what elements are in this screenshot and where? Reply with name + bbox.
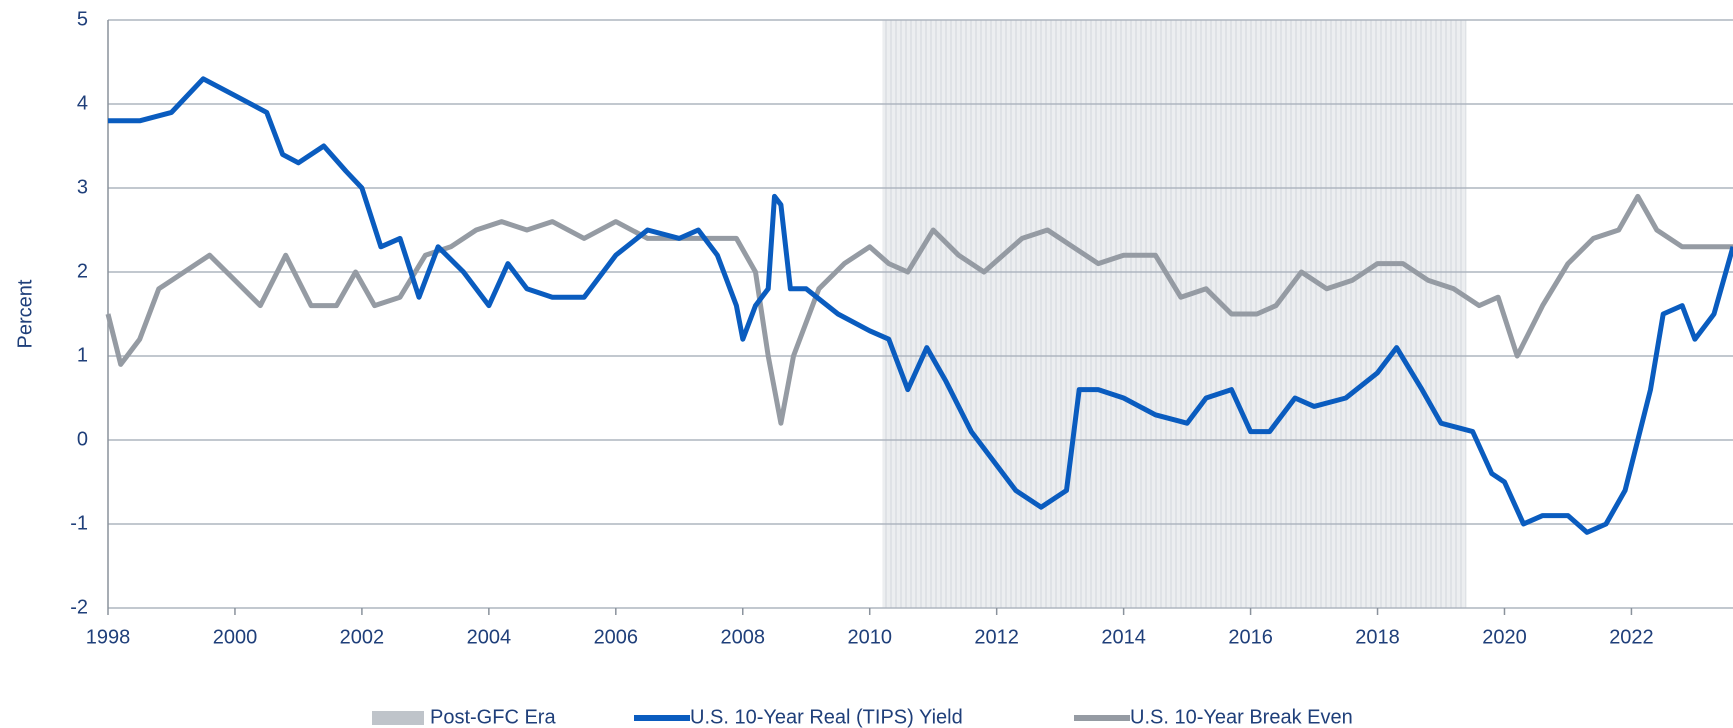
x-tick-label: 2010 [847, 626, 892, 648]
y-tick-label: 4 [77, 92, 88, 114]
series-line [108, 76, 1733, 535]
x-tick-label: 2000 [213, 626, 258, 648]
x-tick-label: 2006 [594, 626, 639, 648]
shaded-region [882, 20, 1467, 608]
legend-swatch [372, 711, 424, 725]
y-tick-label: 1 [77, 344, 88, 366]
x-tick-label: 2016 [1228, 626, 1273, 648]
y-tick-label: 2 [77, 260, 88, 282]
x-tick-label: 2014 [1101, 626, 1146, 648]
x-tick-label: 2020 [1482, 626, 1527, 648]
y-tick-label: 0 [77, 428, 88, 450]
legend-label: U.S. 10-Year Real (TIPS) Yield [690, 706, 963, 728]
legend-label: U.S. 10-Year Break Even [1130, 706, 1353, 728]
x-tick-label: 2002 [340, 626, 385, 648]
x-tick-label: 2018 [1355, 626, 1400, 648]
x-tick-label: 2004 [467, 626, 512, 648]
x-tick-label: 2022 [1609, 626, 1654, 648]
x-tick-label: 1998 [86, 626, 131, 648]
series-line [105, 193, 1733, 426]
y-tick-label: 5 [77, 8, 88, 30]
legend-label: Post-GFC Era [430, 706, 556, 728]
y-tick-label: -2 [70, 596, 88, 618]
y-axis-label: Percent [14, 279, 36, 348]
y-tick-label: -1 [70, 512, 88, 534]
y-tick-label: 3 [77, 176, 88, 198]
x-tick-label: 2008 [721, 626, 766, 648]
x-tick-label: 2012 [974, 626, 1019, 648]
